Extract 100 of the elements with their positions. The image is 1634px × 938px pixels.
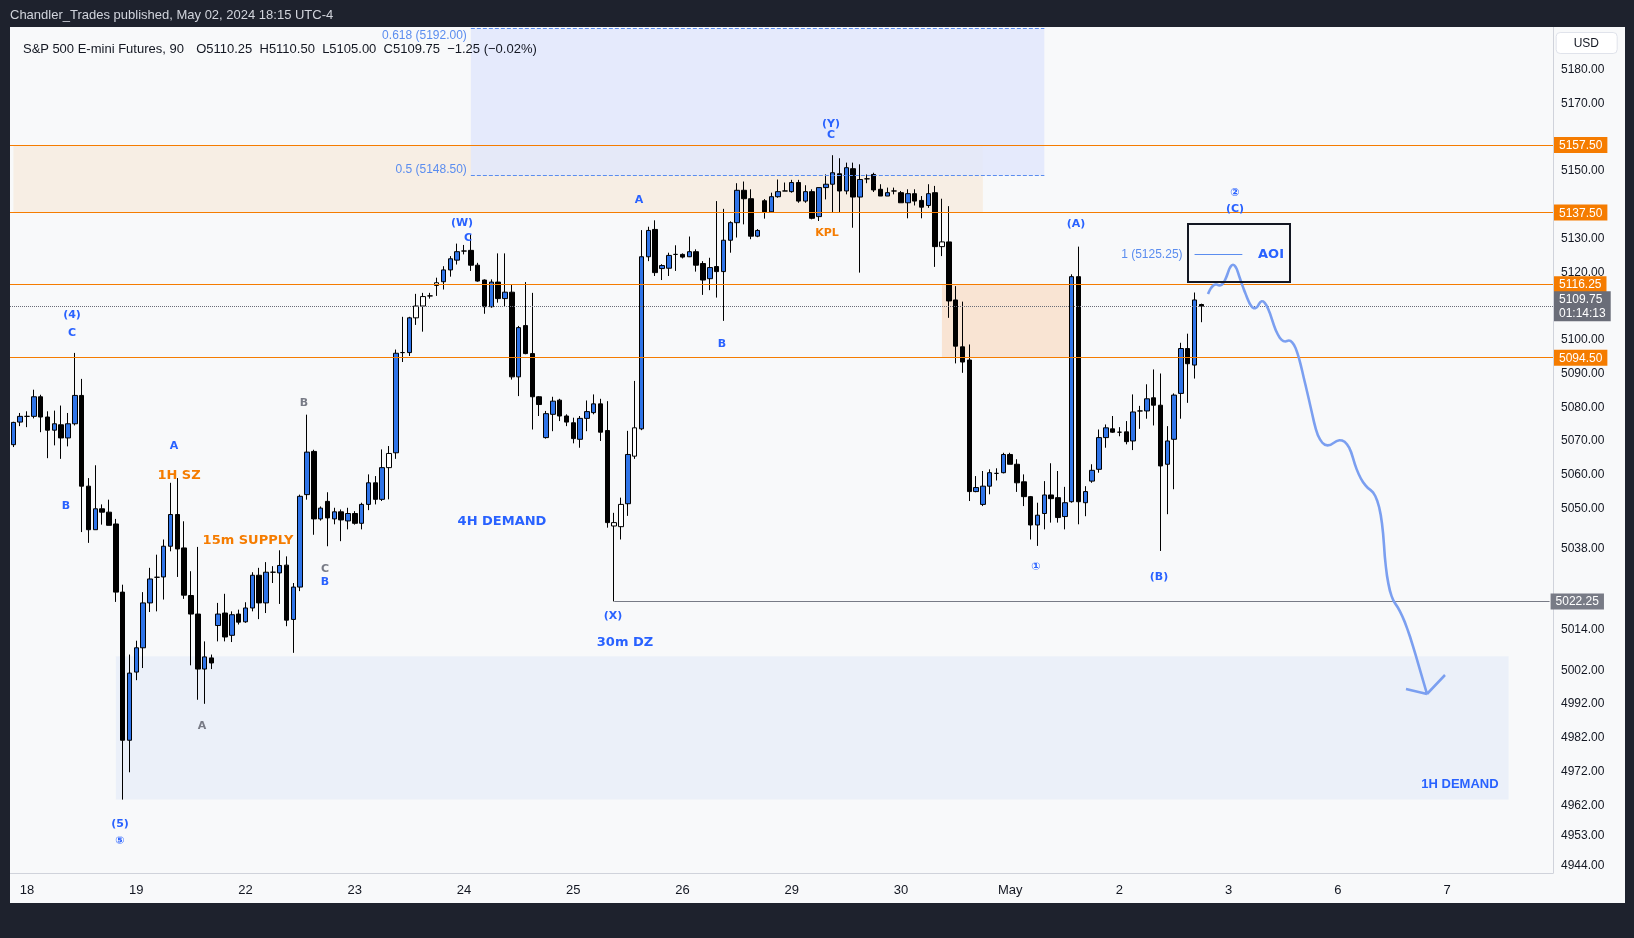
candlestick	[284, 555, 289, 627]
candlestick	[1076, 246, 1081, 525]
ref-line-label: 5109.75 01:14:13	[1559, 292, 1607, 321]
ref-line-label: 5116.25	[1559, 277, 1602, 292]
x-tick-label: 30	[893, 882, 909, 897]
y-tick-label: 5150.00	[1561, 163, 1605, 178]
y-tick-label: 4962.00	[1561, 797, 1605, 812]
ref-line-label: 0.5 (5148.50)	[395, 162, 467, 177]
candlestick	[564, 413, 569, 427]
y-tick-label: 5002.00	[1561, 662, 1605, 677]
x-tick-label: 25	[566, 882, 581, 897]
candlestick	[639, 229, 644, 431]
annotation: B	[299, 395, 309, 409]
y-tick-label: 5070.00	[1561, 433, 1605, 448]
candlestick	[1171, 392, 1177, 490]
candlestick	[837, 157, 842, 214]
candlestick	[441, 265, 446, 290]
candlestick	[482, 278, 487, 315]
x-tick-label: 22	[238, 882, 253, 897]
y-tick-label: 5090.00	[1561, 365, 1605, 380]
candlestick	[45, 410, 50, 459]
annotation: C	[826, 127, 836, 141]
candlestick	[325, 491, 330, 547]
candlestick	[1165, 425, 1170, 515]
annotation: B	[320, 574, 330, 588]
x-tick-label: 18	[19, 882, 35, 897]
annotation: (B)	[1149, 569, 1169, 583]
y-tick-label: 4944.00	[1561, 858, 1605, 873]
ref-line-label: 5137.50	[1559, 205, 1603, 220]
text: S&P 500 E-mini Futures, 90	[23, 41, 184, 56]
annotation: AOI	[1258, 245, 1284, 261]
annotation: ②	[1230, 185, 1240, 199]
candlestick	[1035, 502, 1040, 547]
candlestick	[919, 195, 924, 219]
annotation: 4H DEMAND	[457, 512, 547, 528]
x-tick-label: 2	[1115, 882, 1124, 897]
annotation: C	[67, 325, 77, 339]
annotation: (5)	[111, 816, 129, 830]
y-tick-label: 4953.00	[1561, 828, 1605, 843]
annotation: (X)	[603, 608, 623, 622]
text: O5110.25 H5110.50 L5105.00 C5109.75 −1.25 (−0.02%)	[196, 41, 537, 56]
annotation: (W)	[450, 215, 474, 229]
annotation: ⑤	[115, 833, 125, 847]
y-tick-label: 4982.00	[1561, 730, 1605, 745]
x-tick-label: 3	[1225, 882, 1233, 897]
y-tick-label: 5120.00	[1561, 264, 1605, 279]
candlestick	[762, 198, 767, 220]
annotation: B	[61, 498, 71, 512]
candlestick	[994, 467, 999, 481]
annotation: (Y)	[821, 116, 841, 130]
annotation: A	[197, 718, 207, 732]
ref-line-label: 1 (5125.25)	[1121, 246, 1183, 261]
x-tick-label: 23	[347, 882, 363, 897]
x-tick-label: 29	[784, 882, 799, 897]
x-tick-label: 7	[1443, 882, 1451, 897]
annotation: (C)	[1225, 201, 1245, 215]
candlestick	[721, 208, 726, 322]
candlestick	[796, 179, 801, 204]
candlestick	[1069, 273, 1074, 504]
candlestick	[127, 654, 132, 773]
candlestick	[1089, 463, 1095, 484]
x-tick-label: May	[997, 882, 1023, 897]
y-tick-label: 4992.00	[1561, 696, 1605, 711]
x-tick-label: 26	[675, 882, 690, 897]
ref-line-label: 5094.50	[1559, 350, 1603, 365]
annotation: (A)	[1066, 216, 1086, 230]
annotation: ①	[1031, 559, 1041, 573]
annotation: 1H SZ	[157, 466, 201, 482]
annotation: C	[320, 561, 330, 575]
candlestick	[1199, 303, 1204, 323]
y-tick-label: 5130.00	[1561, 230, 1605, 245]
candlestick	[960, 301, 965, 374]
candlestick	[393, 349, 399, 460]
y-tick-label: 4972.00	[1561, 763, 1605, 778]
candlestick	[1083, 485, 1088, 517]
x-tick-label: 24	[456, 882, 472, 897]
candlestick	[86, 477, 91, 544]
candlestick	[366, 473, 371, 511]
candlestick	[1158, 373, 1163, 552]
x-tick-label: 6	[1334, 882, 1342, 897]
candlestick	[400, 316, 405, 363]
candlestick	[1192, 292, 1197, 380]
candlestick	[680, 252, 685, 259]
candlestick	[209, 654, 214, 670]
ref-line-label: 5022.25	[1555, 594, 1600, 609]
candlestick	[598, 398, 603, 442]
y-tick-label: 5180.00	[1561, 62, 1605, 77]
annotation: B	[717, 336, 727, 350]
annotation: A	[634, 192, 644, 206]
annotation: 30m DZ	[596, 633, 654, 649]
band-label: 1H DEMAND	[1421, 775, 1499, 791]
annotation: A	[169, 438, 179, 452]
annotation: 15m SUPPLY	[202, 531, 294, 547]
candlestick	[885, 187, 890, 197]
y-tick-label: 5014.00	[1561, 622, 1605, 637]
x-tick-label: 19	[129, 882, 144, 897]
candlestick	[168, 482, 173, 552]
annotation: KPL	[815, 225, 839, 239]
y-tick-label: 5038.00	[1561, 541, 1605, 556]
y-tick-label: 5170.00	[1561, 95, 1605, 110]
